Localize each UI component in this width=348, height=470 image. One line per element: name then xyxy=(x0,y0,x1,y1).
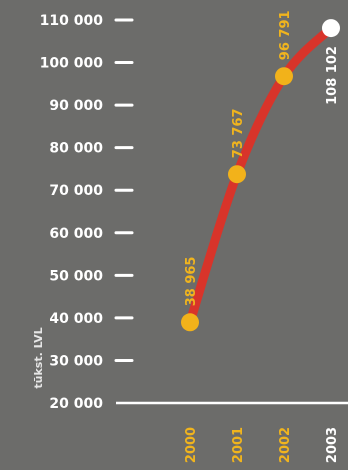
data-point xyxy=(181,313,199,332)
data-point xyxy=(322,19,340,38)
y-tick-label: 30 000 xyxy=(49,353,103,369)
data-label: 38 965 xyxy=(184,257,199,307)
y-tick-label: 90 000 xyxy=(49,98,103,114)
data-point xyxy=(228,165,246,184)
y-axis-title: tūkst. LVL xyxy=(32,327,45,388)
y-tick-label: 20 000 xyxy=(49,396,103,412)
x-tick-label: 2003 xyxy=(325,427,340,463)
x-tick-label: 2001 xyxy=(231,427,246,463)
y-tick-label: 80 000 xyxy=(49,141,103,157)
series: 38 965 73 767 96 791 108 102 xyxy=(181,10,340,332)
y-tick-label: 40 000 xyxy=(49,311,103,327)
x-axis: 2000 2001 2002 2003 xyxy=(116,401,348,463)
x-tick-label: 2002 xyxy=(278,427,293,463)
data-label: 73 767 xyxy=(231,108,246,158)
x-tick-label: 2000 xyxy=(184,427,199,463)
data-point xyxy=(275,67,293,86)
y-tick-label: 60 000 xyxy=(49,226,103,242)
y-tick-label: 70 000 xyxy=(49,183,103,199)
y-axis: 20 000 30 000 40 000 50 000 60 000 70 000 80 0… xyxy=(40,13,134,412)
y-tick-label: 50 000 xyxy=(49,268,103,284)
data-label: 108 102 xyxy=(325,46,340,105)
series-line xyxy=(185,23,336,327)
y-tick-label: 110 000 xyxy=(40,13,104,29)
y-tick-label: 100 000 xyxy=(40,56,104,72)
data-label: 96 791 xyxy=(278,10,293,60)
